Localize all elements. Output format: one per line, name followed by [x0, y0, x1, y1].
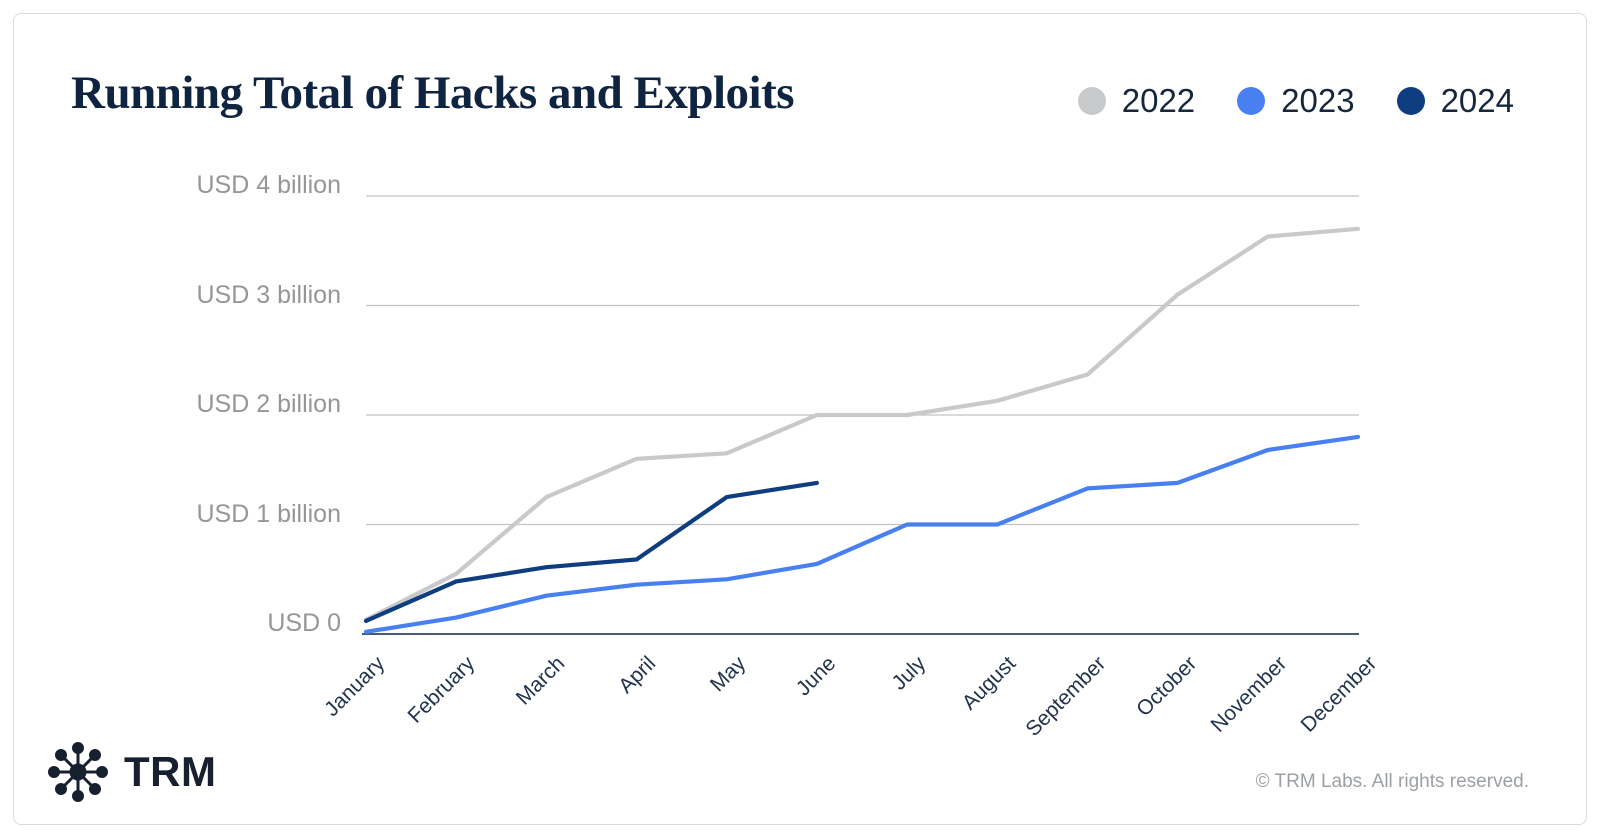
legend-dot-2024: [1396, 87, 1425, 115]
page-title: Running Total of Hacks and Exploits: [71, 67, 795, 119]
y-axis-label-1b: USD 1 billion: [196, 499, 341, 528]
y-axis-label-4b: USD 4 billion: [196, 171, 341, 199]
y-axis-label-3b: USD 3 billion: [196, 280, 341, 309]
trm-logo-text: TRM: [124, 748, 217, 795]
series-line-2022: [363, 226, 1361, 622]
legend-dot-2022: [1077, 87, 1106, 115]
legend-label-2024: 2024: [1440, 82, 1514, 119]
legend-item-2022: 2022: [1077, 82, 1196, 120]
legend-item-2023: 2023: [1237, 82, 1355, 120]
hacks-running-total-chart: [362, 195, 1361, 635]
copyright-text: © TRM Labs. All rights reserved.: [1255, 771, 1529, 792]
legend-dot-2023: [1237, 87, 1266, 115]
trm-logo: TRM: [46, 740, 216, 804]
legend-label-2023: 2023: [1281, 82, 1355, 119]
chart-legend: 2022 2023 2024: [1077, 82, 1514, 120]
legend-item-2024: 2024: [1396, 82, 1514, 120]
trm-network-icon: [48, 742, 108, 802]
y-axis-label-2b: USD 2 billion: [196, 390, 341, 418]
legend-label-2022: 2022: [1121, 82, 1196, 119]
y-axis-label-0b: USD 0: [267, 609, 341, 637]
chart-card: Running Total of Hacks and Exploits 2022…: [13, 13, 1587, 825]
series-line-2023: [363, 434, 1361, 634]
series-line-2024: [363, 480, 820, 624]
